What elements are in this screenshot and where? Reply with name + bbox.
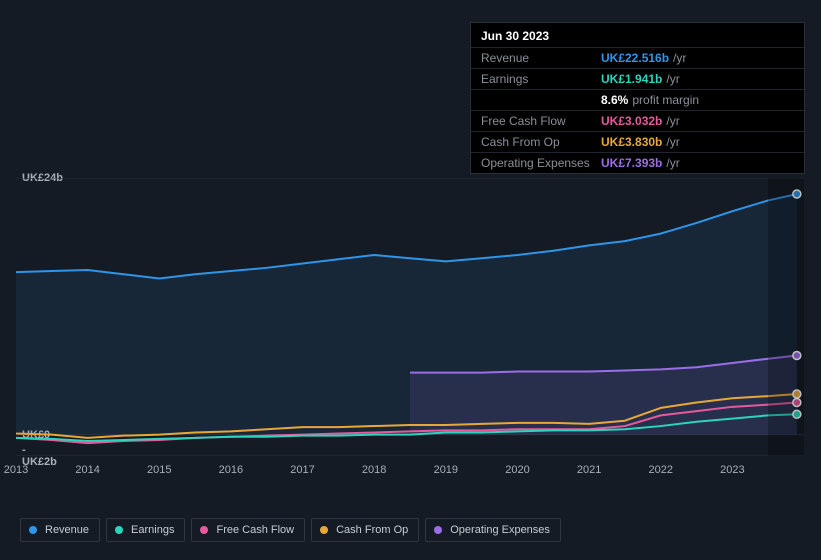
legend-item[interactable]: Cash From Op	[311, 518, 419, 542]
x-axis-label: 2022	[648, 464, 672, 476]
x-axis-label: 2015	[147, 464, 171, 476]
tooltip-label	[481, 93, 601, 107]
financials-chart[interactable]: UK£24bUK£0-UK£2b 20132014201520162017201…	[16, 160, 804, 490]
tooltip-label: Free Cash Flow	[481, 114, 601, 128]
legend-dot-icon	[115, 526, 123, 534]
legend-label: Earnings	[131, 524, 174, 536]
tooltip-label: Revenue	[481, 51, 601, 65]
legend-label: Cash From Op	[336, 524, 408, 536]
legend-label: Operating Expenses	[450, 524, 550, 536]
tooltip-suffix: /yr	[666, 114, 679, 128]
x-axis-label: 2017	[290, 464, 314, 476]
x-axis-label: 2014	[75, 464, 99, 476]
tooltip-row: RevenueUK£22.516b/yr	[471, 47, 804, 68]
x-axis-label: 2013	[4, 464, 28, 476]
x-axis-labels: 2013201420152016201720182019202020212022…	[16, 464, 804, 484]
tooltip-value: UK£22.516b	[601, 51, 669, 65]
tooltip-row: Operating ExpensesUK£7.393b/yr	[471, 152, 804, 173]
tooltip-row: Free Cash FlowUK£3.032b/yr	[471, 110, 804, 131]
legend-label: Free Cash Flow	[216, 524, 294, 536]
x-axis-label: 2018	[362, 464, 386, 476]
chart-legend: Revenue Earnings Free Cash Flow Cash From O…	[20, 518, 561, 542]
tooltip-value: 8.6%	[601, 93, 628, 107]
legend-item[interactable]: Operating Expenses	[425, 518, 561, 542]
tooltip-label: Cash From Op	[481, 135, 601, 149]
tooltip-row: EarningsUK£1.941b/yr	[471, 68, 804, 89]
x-axis-label: 2020	[505, 464, 529, 476]
tooltip-suffix: /yr	[666, 135, 679, 149]
tooltip-rows: RevenueUK£22.516b/yrEarningsUK£1.941b/yr…	[471, 47, 804, 173]
tooltip-label: Earnings	[481, 72, 601, 86]
tooltip-value: UK£7.393b	[601, 156, 662, 170]
tooltip-row: 8.6% profit margin	[471, 89, 804, 110]
legend-item[interactable]: Free Cash Flow	[191, 518, 305, 542]
legend-dot-icon	[200, 526, 208, 534]
legend-dot-icon	[434, 526, 442, 534]
x-axis-label: 2016	[219, 464, 243, 476]
tooltip-row: Cash From OpUK£3.830b/yr	[471, 131, 804, 152]
chart-plot	[16, 178, 804, 456]
tooltip-suffix: /yr	[666, 156, 679, 170]
x-axis-label: 2023	[720, 464, 744, 476]
tooltip-suffix: /yr	[673, 51, 686, 65]
tooltip-value: UK£3.032b	[601, 114, 662, 128]
legend-item[interactable]: Earnings	[106, 518, 185, 542]
tooltip-date: Jun 30 2023	[471, 23, 804, 47]
legend-dot-icon	[29, 526, 37, 534]
tooltip-label: Operating Expenses	[481, 156, 601, 170]
data-tooltip: Jun 30 2023 RevenueUK£22.516b/yrEarnings…	[470, 22, 805, 174]
legend-item[interactable]: Revenue	[20, 518, 100, 542]
legend-label: Revenue	[45, 524, 89, 536]
legend-dot-icon	[320, 526, 328, 534]
x-axis-label: 2019	[434, 464, 458, 476]
tooltip-suffix: profit margin	[632, 93, 699, 107]
tooltip-value: UK£3.830b	[601, 135, 662, 149]
tooltip-value: UK£1.941b	[601, 72, 662, 86]
x-axis-label: 2021	[577, 464, 601, 476]
tooltip-suffix: /yr	[666, 72, 679, 86]
